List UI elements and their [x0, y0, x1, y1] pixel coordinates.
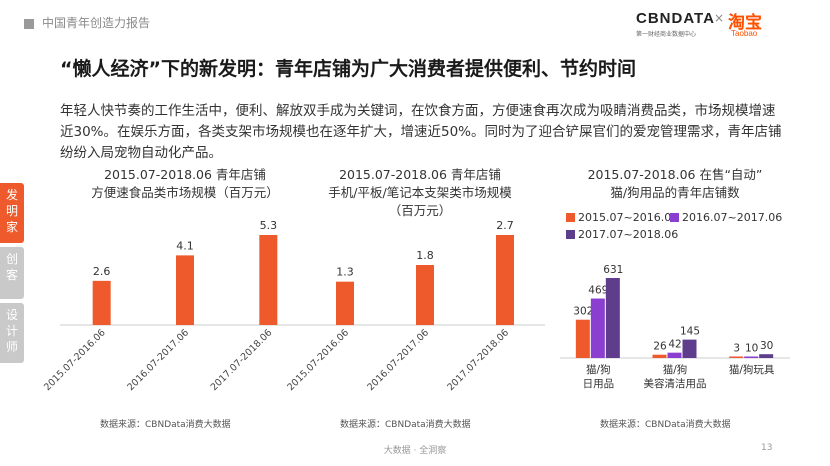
chart3-bar [590, 298, 605, 358]
taobao-logo-text: 淘宝 [728, 13, 762, 33]
legend-label: 2017.07~2018.06 [578, 228, 679, 241]
side-tab-char: 设 [5, 308, 18, 322]
chart1-source: 数据来源：CBNData消费大数据 [100, 420, 231, 430]
chart3-value-label: 145 [680, 326, 700, 338]
legend-swatch [566, 213, 575, 222]
side-tab-char: 计 [5, 324, 18, 338]
chart2-category-label: 2017.07-2018.06 [445, 327, 511, 393]
chart3-category-label: 日用品 [583, 378, 615, 390]
chart3-category-label: 猫/狗 [586, 363, 611, 376]
chart2-category-label: 2016.07-2017.06 [365, 327, 431, 393]
chart1-bar [259, 235, 278, 325]
chart3-value-label: 30 [760, 340, 773, 352]
chart1-title-line: 方便速食品类市场规模（百万元） [91, 185, 279, 200]
logo-separator: × [714, 11, 725, 25]
footer-slogan: 大数据 · 全洞察 [383, 446, 447, 456]
chart2-title: 2015.07-2018.06 青年店铺 手机/平板/笔记本支架类市场规模 （百… [305, 166, 535, 220]
legend-label: 2016.07~2017.06 [682, 211, 783, 224]
chart3-bar [682, 339, 697, 358]
intro-paragraph: 年轻人快节奏的工作生活中，便利、解放双手成为关键词，在饮食方面，方便速食再次成为… [60, 103, 782, 161]
chart3-bar [575, 319, 590, 358]
side-tab-char: 客 [5, 268, 18, 282]
legend-item-2018: 2017.07~2018.06 [566, 228, 678, 241]
chart1-bar-chart: 2.6 2015.07-2016.06 4.1 2016.07-2017.06 5.3 2… [42, 219, 310, 393]
side-tab-char: 发 [5, 188, 18, 202]
chart3-value-label: 42 [668, 339, 681, 351]
side-tab-designer[interactable]: 设 计 师 [0, 303, 24, 363]
top-bar: 中国青年创造力报告 CBNDATA 第一财经商业数据中心 × 淘宝 Taobao [0, 0, 830, 44]
chart2-bar [416, 265, 434, 325]
chart3-bar [744, 356, 759, 358]
side-tab-char: 创 [5, 252, 18, 266]
section-title: 中国青年创造力报告 [42, 16, 151, 30]
chart2-bar-chart: 1.32015.07-2016.061.82016.07-2017.062.72… [285, 219, 545, 393]
taobao-logo-en: Taobao [731, 29, 758, 38]
legend-swatch [566, 230, 575, 239]
chart3-source: 数据来源：CBNData消费大数据 [600, 420, 731, 430]
chart2-bar [336, 281, 354, 325]
chart3-bar [667, 352, 682, 358]
chart3-category-label: 猫/狗 [663, 363, 688, 376]
chart3-value-label: 3 [733, 343, 740, 355]
chart3-value-label: 469 [588, 285, 608, 297]
chart2-title-line: 2015.07-2018.06 青年店铺 [339, 167, 501, 182]
side-tab-char: 家 [5, 220, 18, 234]
chart3-legend: 2015.07~2016.06 2016.07~2017.06 2017.07~… [566, 211, 796, 241]
chart1-value-label: 4.1 [176, 239, 194, 252]
legend-item-2016: 2015.07~2016.06 [566, 211, 678, 224]
legend-item-2017: 2016.07~2017.06 [670, 211, 782, 224]
side-tab-maker[interactable]: 创 客 [0, 247, 24, 299]
page-title: “懒人经济”下的新发明：青年店铺为广大消费者提供便利、节约时间 [60, 58, 636, 80]
chart3-title-line: 猫/狗用品的青年店铺数 [610, 185, 740, 200]
side-tab-inventor[interactable]: 发 明 家 [0, 183, 24, 243]
chart1-value-label: 5.3 [260, 219, 278, 232]
chart1-bar [176, 255, 194, 325]
chart3-value-label: 302 [573, 306, 593, 318]
page-number: 13 [761, 443, 773, 453]
chart3-value-label: 10 [745, 343, 758, 355]
chart3-category-label: 美容清洁用品 [644, 377, 707, 390]
chart2-value-label: 1.3 [336, 266, 354, 279]
legend-label: 2015.07~2016.06 [578, 211, 679, 224]
chart2-value-label: 1.8 [416, 249, 434, 262]
chart3-bar [759, 354, 774, 358]
chart3-value-label: 631 [603, 264, 623, 276]
chart2-bar [496, 235, 514, 325]
chart3-bar [729, 356, 744, 358]
legend-swatch [670, 213, 679, 222]
chart2-source: 数据来源：CBNData消费大数据 [340, 420, 471, 430]
chart3-bar [605, 278, 620, 358]
side-tab-char: 师 [5, 340, 18, 354]
chart3-title-line: 2015.07-2018.06 在售“自动” [587, 167, 763, 182]
section-marker [24, 19, 34, 29]
chart1-value-label: 2.6 [93, 265, 111, 278]
chart1-bar [92, 280, 111, 325]
chart2-title-line: 手机/平板/笔记本支架类市场规模 [328, 185, 512, 200]
chart2-value-label: 2.7 [496, 219, 514, 232]
side-tab-char: 明 [5, 204, 18, 218]
chart3-title: 2015.07-2018.06 在售“自动” 猫/狗用品的青年店铺数 [560, 166, 790, 202]
brand-logo: CBNDATA 第一财经商业数据中心 × 淘宝 Taobao [636, 10, 786, 42]
cbndata-logo-subtitle: 第一财经商业数据中心 [636, 31, 697, 38]
chart1-title-line: 2015.07-2018.06 青年店铺 [104, 167, 266, 182]
chart1-category-label: 2016.07-2017.06 [125, 327, 191, 393]
cbndata-logo-text: CBNDATA [636, 10, 715, 27]
chart1-category-label: 2015.07-2016.06 [42, 327, 108, 393]
chart2-title-line: （百万元） [388, 203, 452, 218]
chart3-bar [652, 354, 667, 358]
chart1-title: 2015.07-2018.06 青年店铺 方便速食品类市场规模（百万元） [65, 166, 305, 202]
chart1-category-label: 2017.07-2018.06 [209, 327, 275, 393]
chart3-category-label: 猫/狗玩具 [729, 363, 775, 376]
chart3-value-label: 26 [653, 341, 667, 353]
